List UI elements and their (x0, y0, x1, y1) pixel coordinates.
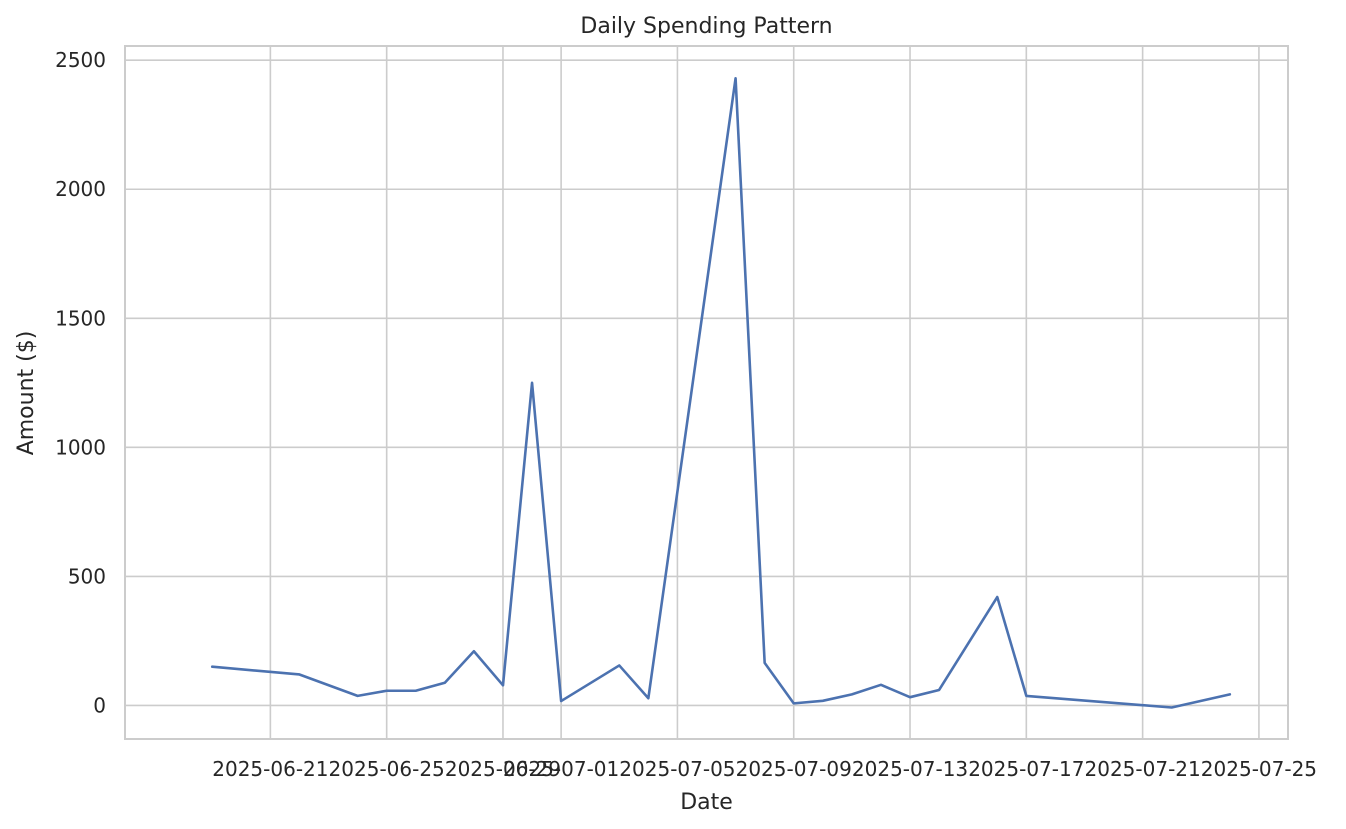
y-tick-label: 2500 (55, 48, 106, 72)
y-tick-label: 1500 (55, 306, 106, 330)
x-tick-label: 2025-07-01 (503, 757, 619, 781)
y-axis-label: Amount ($) (14, 331, 39, 456)
x-tick-label: 2025-07-25 (1201, 757, 1317, 781)
x-tick-label: 2025-06-29 (445, 757, 561, 781)
series-line (210, 76, 1232, 709)
y-tick-labels: 0 500 1000 1500 2000 2500 (55, 48, 106, 717)
x-tick-label: 2025-07-05 (619, 757, 735, 781)
y-tick-label: 2000 (55, 177, 106, 201)
x-axis-label: Date (680, 790, 733, 815)
x-tick-label: 2025-07-21 (1085, 757, 1201, 781)
plot-frame (124, 45, 1289, 740)
x-tick-label: 2025-06-25 (329, 757, 445, 781)
y-tick-label: 1000 (55, 435, 106, 459)
x-tick-label: 2025-07-17 (968, 757, 1084, 781)
y-tick-label: 500 (68, 564, 106, 588)
x-tick-label: 2025-07-13 (852, 757, 968, 781)
x-tick-labels: 2025-06-21 2025-06-25 2025-06-292025-07-01… (212, 757, 1317, 781)
x-gridlines (269, 46, 1260, 739)
chart-title: Daily Spending Pattern (580, 14, 832, 39)
y-gridlines (125, 59, 1288, 707)
x-tick-label: 2025-07-09 (736, 757, 852, 781)
x-tick-label: 2025-06-21 (212, 757, 328, 781)
y-tick-label: 0 (93, 693, 106, 717)
